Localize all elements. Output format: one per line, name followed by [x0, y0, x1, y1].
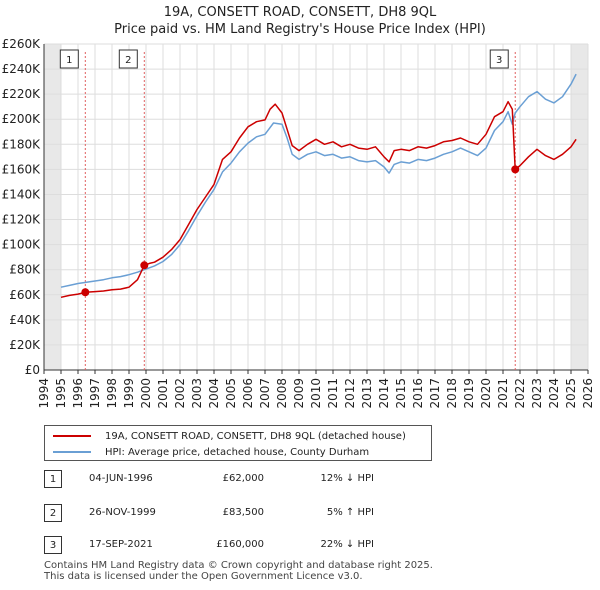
y-tick-label: £160K [2, 162, 42, 176]
sale-row-1: 1 04-JUN-1996 £62,000 12% ↓ HPI [44, 470, 564, 490]
sale-badge-label: 3 [496, 55, 502, 66]
x-tick-label: 2018 [445, 378, 459, 409]
y-tick-label: £120K [2, 213, 42, 227]
x-tick-label: 2013 [360, 378, 374, 409]
x-tick-label: 2002 [173, 378, 187, 409]
sale-row-3: 3 17-SEP-2021 £160,000 22% ↓ HPI [44, 536, 564, 556]
sale-date: 17-SEP-2021 [89, 539, 153, 550]
sale-price: £83,500 [222, 507, 264, 518]
sale-badge-label: 1 [66, 55, 72, 66]
x-tick-label: 2012 [343, 378, 357, 409]
x-tick-label: 1996 [71, 378, 85, 409]
sale-marker-badge: 2 [44, 504, 62, 522]
y-tick-label: £100K [2, 238, 42, 252]
chart-title: 19A, CONSETT ROAD, CONSETT, DH8 9QL [163, 5, 437, 20]
x-tick-label: 2004 [207, 378, 221, 409]
sale-row-2: 2 26-NOV-1999 £83,500 5% ↑ HPI [44, 504, 564, 524]
sale-marker-badge: 1 [44, 470, 62, 488]
x-tick-label: 2024 [547, 378, 561, 409]
sale-hpi-diff: 12% ↓ HPI [320, 473, 374, 484]
sale-point [81, 288, 90, 297]
sale-hpi-diff: 22% ↓ HPI [320, 539, 374, 550]
x-tick-label: 2026 [581, 378, 595, 409]
y-tick-label: £220K [2, 87, 42, 101]
legend-item-hpi: HPI: Average price, detached house, Coun… [53, 444, 369, 460]
chart-subtitle: Price paid vs. HM Land Registry's House … [114, 22, 486, 37]
x-tick-label: 2011 [326, 378, 340, 409]
x-tick-label: 1998 [105, 378, 119, 409]
shaded-period [44, 44, 61, 370]
x-tick-label: 2015 [394, 378, 408, 409]
x-tick-label: 2022 [513, 378, 527, 409]
footer-attribution: Contains HM Land Registry data © Crown c… [44, 560, 433, 582]
legend-label-property: 19A, CONSETT ROAD, CONSETT, DH8 9QL (det… [105, 430, 406, 442]
x-tick-label: 2007 [258, 378, 272, 409]
x-tick-label: 2009 [292, 378, 306, 409]
legend-item-property: 19A, CONSETT ROAD, CONSETT, DH8 9QL (det… [53, 428, 406, 444]
x-tick-label: 2001 [156, 378, 170, 409]
x-tick-label: 1999 [122, 378, 136, 409]
y-tick-label: £140K [2, 187, 42, 201]
y-tick-label: £40K [9, 313, 41, 327]
sale-badge [59, 49, 79, 69]
x-tick-label: 2021 [496, 378, 510, 409]
legend-swatch-property [53, 435, 91, 437]
y-tick-label: £260K [2, 37, 42, 51]
footer-line-2: This data is licensed under the Open Gov… [44, 571, 363, 582]
x-tick-label: 2010 [309, 378, 323, 409]
legend-label-hpi: HPI: Average price, detached house, Coun… [105, 446, 370, 458]
legend-swatch-hpi [53, 451, 91, 453]
y-tick-label: £240K [2, 62, 42, 76]
x-tick-label: 2025 [564, 378, 578, 409]
sale-date: 04-JUN-1996 [89, 473, 153, 484]
x-tick-label: 2008 [275, 378, 289, 409]
legend: 19A, CONSETT ROAD, CONSETT, DH8 9QL (det… [44, 425, 432, 461]
x-tick-label: 1997 [88, 378, 102, 409]
y-tick-label: £80K [9, 263, 41, 277]
y-tick-label: £20K [9, 338, 41, 352]
sale-marker-badge: 3 [44, 536, 62, 554]
x-tick-label: 2023 [530, 378, 544, 409]
sale-point [511, 165, 520, 174]
series-line-hpi [60, 73, 577, 288]
sale-badge-label: 2 [125, 55, 131, 66]
x-tick-label: 2019 [462, 378, 476, 409]
x-tick-label: 2014 [377, 378, 391, 409]
x-tick-label: 1994 [37, 378, 51, 409]
sale-hpi-diff: 5% ↑ HPI [326, 507, 374, 518]
x-tick-label: 2020 [479, 378, 493, 409]
x-tick-label: 2016 [411, 378, 425, 409]
y-tick-label: £0 [25, 363, 40, 377]
x-tick-label: 1995 [54, 378, 68, 409]
x-tick-label: 2005 [224, 378, 238, 409]
sale-badge [118, 49, 138, 69]
x-tick-label: 2017 [428, 378, 442, 409]
y-tick-label: £180K [2, 137, 42, 151]
y-tick-label: £60K [9, 288, 41, 302]
y-tick-label: £200K [2, 112, 42, 126]
sale-point [140, 261, 149, 270]
x-tick-label: 2003 [190, 378, 204, 409]
shaded-period [571, 44, 588, 370]
price-chart: £0 £20K £40K £60K £80K £100K £120K £140K £160K £1… [2, 37, 595, 409]
sale-date: 26-NOV-1999 [89, 507, 156, 518]
sale-price: £160,000 [216, 539, 264, 550]
sale-price: £62,000 [222, 473, 264, 484]
x-tick-label: 2006 [241, 378, 255, 409]
footer-line-1: Contains HM Land Registry data © Crown c… [44, 560, 433, 571]
series-line-property [60, 100, 577, 299]
x-tick-label: 2000 [139, 378, 153, 409]
sale-badge [489, 49, 509, 69]
